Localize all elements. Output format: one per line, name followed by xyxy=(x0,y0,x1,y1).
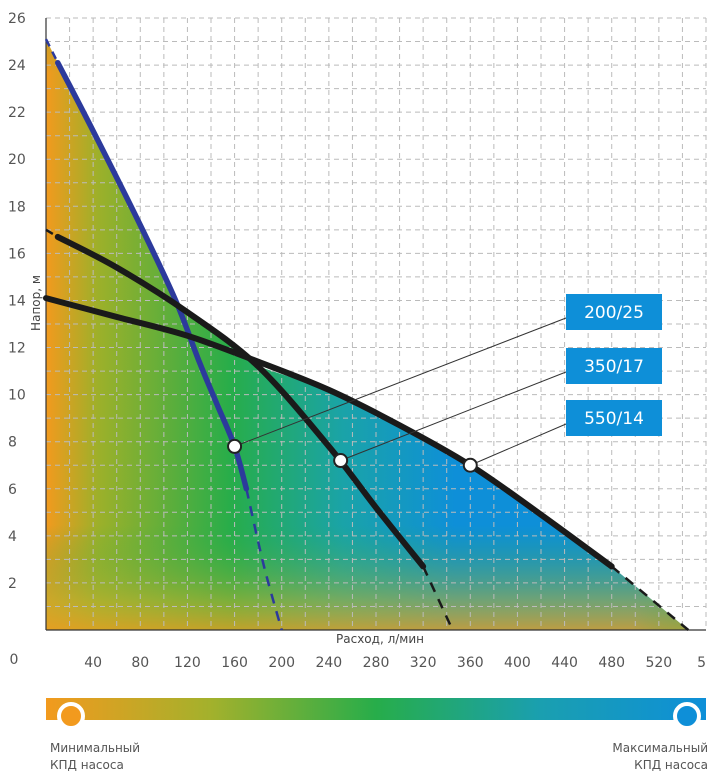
x-tick-label: 160 xyxy=(221,655,248,671)
operating-point-marker xyxy=(462,457,478,473)
min-efficiency-label: Минимальный КПД насоса xyxy=(50,740,140,774)
x-tick-label: 120 xyxy=(174,655,201,671)
y-tick-label: 20 xyxy=(8,152,26,168)
curve-extension xyxy=(44,38,59,64)
y-tick-label: 16 xyxy=(8,246,26,262)
curve-extension xyxy=(45,296,59,304)
model-badge-label: 350/17 xyxy=(584,357,644,377)
x-tick-label: 240 xyxy=(315,655,342,671)
leader-line xyxy=(340,371,567,461)
operating-point-marker xyxy=(333,453,349,469)
efficiency-legend xyxy=(46,698,706,730)
axes xyxy=(45,18,706,631)
model-badge xyxy=(566,400,662,436)
model-badges: 200/25 350/17 550/14 xyxy=(227,294,662,473)
x-tick-labels: 0 40 80 120 160 200 240 280 320 360 400 440 480 520 5 xyxy=(10,652,706,671)
curve-extension xyxy=(422,565,454,631)
x-tick-label: 360 xyxy=(457,655,484,671)
model-badge xyxy=(566,348,662,384)
curve-200-25 xyxy=(55,59,250,492)
y-tick-label: 14 xyxy=(8,293,26,309)
curve-extension xyxy=(45,228,59,238)
y-tick-label: 10 xyxy=(8,388,26,404)
pump-curves xyxy=(43,38,690,631)
y-tick-label: 2 xyxy=(8,576,17,592)
y-tick-label: 4 xyxy=(8,529,17,545)
max-efficiency-label: Максимальный КПД насоса xyxy=(612,740,708,774)
max-efficiency-marker xyxy=(673,702,701,730)
y-tick-label: 22 xyxy=(8,105,26,121)
x-tick-label: 520 xyxy=(645,655,672,671)
y-tick-label: 6 xyxy=(8,482,17,498)
operating-point-marker xyxy=(227,438,243,454)
x-tick-label: 5 xyxy=(697,655,706,671)
x-axis-label: Расход, л/мин xyxy=(336,632,424,646)
max-efficiency-line1: Максимальный xyxy=(612,741,708,755)
model-badge-label: 200/25 xyxy=(584,303,644,323)
y-tick-label: 12 xyxy=(8,341,26,357)
x-tick-label: 40 xyxy=(84,655,102,671)
model-badge xyxy=(566,294,662,330)
curve-extension xyxy=(245,488,283,631)
legend-gradient-bar xyxy=(46,698,706,720)
x-tick-label: 280 xyxy=(363,655,390,671)
max-efficiency-line2: КПД насоса xyxy=(634,758,708,772)
x-tick-label: 320 xyxy=(410,655,437,671)
x-tick-label: 400 xyxy=(504,655,531,671)
x-tick-label: 80 xyxy=(131,655,149,671)
curve-extension xyxy=(610,565,690,631)
leader-line xyxy=(234,317,567,447)
x-tick-label: 440 xyxy=(551,655,578,671)
min-efficiency-line1: Минимальный xyxy=(50,741,141,755)
x-tick-label: 0 xyxy=(10,652,19,668)
min-efficiency-marker xyxy=(57,702,85,730)
y-tick-label: 8 xyxy=(8,435,17,451)
x-tick-label: 480 xyxy=(598,655,625,671)
curve-350-17 xyxy=(54,233,427,570)
leader-line xyxy=(470,423,567,466)
model-badge-label: 550/14 xyxy=(584,409,644,429)
y-tick-label: 26 xyxy=(8,11,26,27)
min-efficiency-line2: КПД насоса xyxy=(50,758,124,772)
curve-550-14 xyxy=(43,295,615,570)
y-axis-label: Напор, м xyxy=(29,275,43,331)
x-tick-label: 200 xyxy=(268,655,295,671)
y-tick-label: 18 xyxy=(8,199,26,215)
y-tick-label: 24 xyxy=(8,58,26,74)
